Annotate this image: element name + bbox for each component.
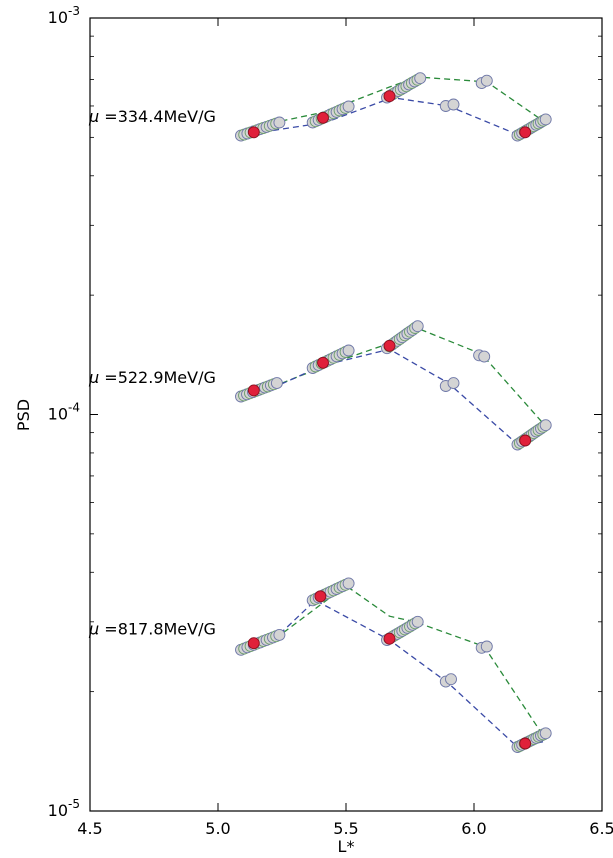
data-point [411,320,424,333]
data-point [414,72,427,85]
data-point [539,727,552,740]
x-tick-label: 5.0 [205,819,230,838]
y-tick-label: 10-3 [48,4,80,27]
data-point [445,673,457,686]
mu-annotation: μ =334.4MeV/G [88,107,216,126]
x-tick-label: 5.5 [333,819,358,838]
data-point [447,377,460,390]
blue-trend-line-0 [243,96,546,137]
highlight-point [383,632,396,645]
x-tick-label: 6.5 [589,819,613,838]
highlight-point [317,356,329,369]
data-point [480,74,493,87]
data-point [447,98,460,111]
x-tick-label: 6.0 [461,819,486,838]
mu-annotation: μ =817.8MeV/G [88,619,216,638]
y-tick-label: 10-4 [48,401,80,424]
data-point [539,419,552,432]
data-point [342,577,355,590]
y-axis-title: PSD [14,399,33,431]
x-axis-title: L* [338,837,355,856]
data-point [480,640,493,653]
y-tick-label: 10-5 [48,797,80,820]
axes: 4.5 5.0 5.5 6.0 6.5 10-5 10-4 10-3 μ =334.4MeV/G… [48,4,613,838]
highlight-point [383,90,396,103]
highlight-point [314,590,327,603]
mu-annotation: μ =522.9MeV/G [88,368,216,387]
data-point [270,377,283,390]
highlight-point [317,111,329,124]
plot-area [235,72,552,753]
data-point [342,100,355,113]
green-trend-line-2 [245,584,544,736]
highlight-point [383,339,396,352]
highlight-point [247,126,260,139]
data-point [273,116,286,129]
blue-trend-line-2 [243,599,546,748]
highlight-point [519,737,532,750]
data-point [478,350,491,363]
highlight-point [247,384,260,397]
green-trend-line-0 [243,76,544,135]
data-point [273,628,286,641]
highlight-point [519,126,532,139]
data-point [539,113,552,126]
highlight-point [519,434,532,447]
blue-trend-line-1 [243,348,547,448]
data-point [342,344,355,357]
data-point [411,615,424,628]
x-tick-label: 4.5 [77,819,102,838]
highlight-point [247,637,260,650]
